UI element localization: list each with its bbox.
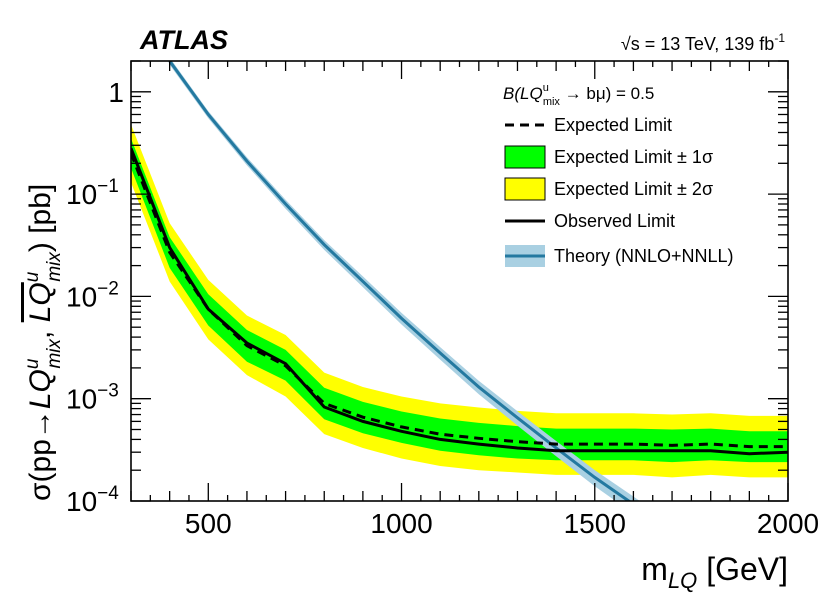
x-tick-label: 2000 (757, 508, 819, 539)
legend-expected-label: Expected Limit (554, 115, 672, 135)
legend-band1-swatch (504, 145, 546, 169)
y-tick-labels: 1 10−1 10−2 10−3 10−4 (66, 77, 124, 517)
y-axis-label: σ(pp→LQumix, LQumix) [pb] (22, 184, 65, 501)
plot-frame (130, 60, 789, 502)
y-tick-label: 10−4 (66, 483, 119, 517)
experiment-label: ATLAS (139, 25, 228, 55)
legend-observed-label: Observed Limit (554, 211, 675, 231)
x-tick-label: 1500 (564, 508, 626, 539)
legend-band1-label: Expected Limit ± 1σ (554, 147, 713, 167)
x-tick-label: 500 (185, 508, 232, 539)
theory-line (168, 61, 632, 501)
x-tick-labels: 500 1000 1500 2000 (185, 508, 819, 539)
legend-theory-label: Theory (NNLO+NNLL) (554, 246, 734, 266)
y-tick-label: 10−3 (66, 381, 119, 415)
y-tick-label: 1 (108, 77, 124, 108)
y-tick-label: 10−1 (66, 176, 119, 210)
y-tick-label: 10−2 (66, 278, 119, 312)
legend-band2-label: Expected Limit ± 2σ (554, 179, 713, 199)
legend: B(LQu mix → bμ) = 0.5 Expected Limit Expe… (503, 82, 734, 267)
x-tick-label: 1000 (370, 508, 432, 539)
energy-lumi-label: √s = 13 TeV, 139 fb-1 (621, 31, 786, 54)
legend-branching-label: B(LQu mix → bμ) = 0.5 (503, 82, 654, 108)
legend-band2-swatch (504, 177, 546, 201)
expected-line (131, 152, 788, 449)
observed-line (131, 147, 788, 456)
band-1sigma (131, 138, 788, 463)
plot-area (131, 61, 788, 501)
x-axis-label: mLQ [GeV] (641, 551, 788, 593)
